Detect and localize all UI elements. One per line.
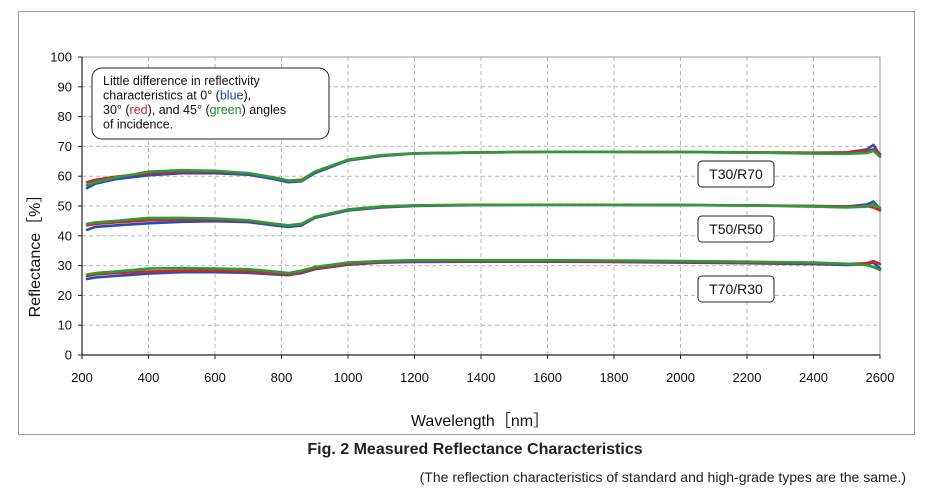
annotation-text-segment: 30° ( <box>103 103 130 117</box>
annotation-line: Little difference in reflectivity <box>103 74 261 88</box>
x-tick-label: 800 <box>271 370 293 385</box>
x-tick-label: 400 <box>138 370 160 385</box>
group-tag-label: T70/R30 <box>709 281 763 297</box>
group-tag-label: T50/R50 <box>709 221 763 237</box>
x-tick-label: 200 <box>71 370 93 385</box>
figure-caption: Fig. 2 Measured Reflectance Characterist… <box>307 441 643 458</box>
x-tick-label: 600 <box>204 370 226 385</box>
annotation-text-segment: green <box>210 103 242 117</box>
y-tick-label: 90 <box>58 79 72 94</box>
series-line-t70-r30-45deg <box>85 258 882 276</box>
y-tick-label: 60 <box>58 169 72 184</box>
x-axis-label: Wavelength［nm］ <box>411 412 549 430</box>
y-tick-label: 30 <box>58 258 72 273</box>
annotation-text-segment: characteristics at 0° ( <box>103 89 221 103</box>
x-tick-label: 1200 <box>400 370 429 385</box>
annotation-text-segment: of incidence. <box>103 118 173 132</box>
y-tick-label: 10 <box>58 318 72 333</box>
figure-note: (The reflection characteristics of stand… <box>419 469 906 485</box>
y-tick-label: 40 <box>58 228 72 243</box>
group-tag-box <box>697 215 775 243</box>
annotation-line: characteristics at 0° (blue), <box>103 89 251 103</box>
y-tick-label: 100 <box>50 50 72 65</box>
annotation: Little difference in reflectivitycharact… <box>91 67 330 140</box>
series-line-t30-r70-45deg <box>85 149 882 187</box>
annotation-text-segment: Little difference in reflectivity <box>103 74 261 88</box>
x-tick-label: 2200 <box>733 370 762 385</box>
y-tick-label: 80 <box>58 109 72 124</box>
x-tick-label: 1600 <box>533 370 562 385</box>
axis-ticks: 0 10 20 30 40 50 60 70 80 90 100 200 400 600 800 1000 12… <box>50 50 894 386</box>
annotation-text-segment: ), and 45° ( <box>148 103 211 117</box>
x-tick-label: 1800 <box>600 370 629 385</box>
y-axis-label: Reflectance［%］ <box>26 187 44 318</box>
y-tick-label: 70 <box>58 139 72 154</box>
group-tag-box <box>697 275 775 303</box>
group-tags: T30/R70 T50/R50 T70/R30 <box>697 160 775 303</box>
series-lines <box>85 143 882 281</box>
group-tag-label: T30/R70 <box>709 166 763 182</box>
x-tick-label: 2400 <box>799 370 828 385</box>
annotation-text-segment: ) angles <box>242 103 286 117</box>
group-tag-box <box>697 160 775 188</box>
reflectance-chart: 0 10 20 30 40 50 60 70 80 90 100 200 400 600 800 1000 12… <box>26 50 894 431</box>
x-tick-label: 1400 <box>467 370 496 385</box>
series-line-t50-r50-45deg <box>85 203 882 227</box>
x-tick-label: 1000 <box>334 370 363 385</box>
y-tick-label: 50 <box>58 199 72 214</box>
y-tick-label: 20 <box>58 288 72 303</box>
annotation-line: 30° (red), and 45° (green) angles <box>103 103 286 117</box>
y-tick-label: 0 <box>65 348 72 363</box>
x-tick-label: 2000 <box>666 370 695 385</box>
annotation-box <box>91 67 330 140</box>
annotation-text-segment: blue <box>220 89 244 103</box>
annotation-text-segment: red <box>130 103 148 117</box>
x-tick-label: 2600 <box>866 370 895 385</box>
annotation-text-segment: ), <box>243 89 251 103</box>
annotation-line: of incidence. <box>103 118 173 132</box>
